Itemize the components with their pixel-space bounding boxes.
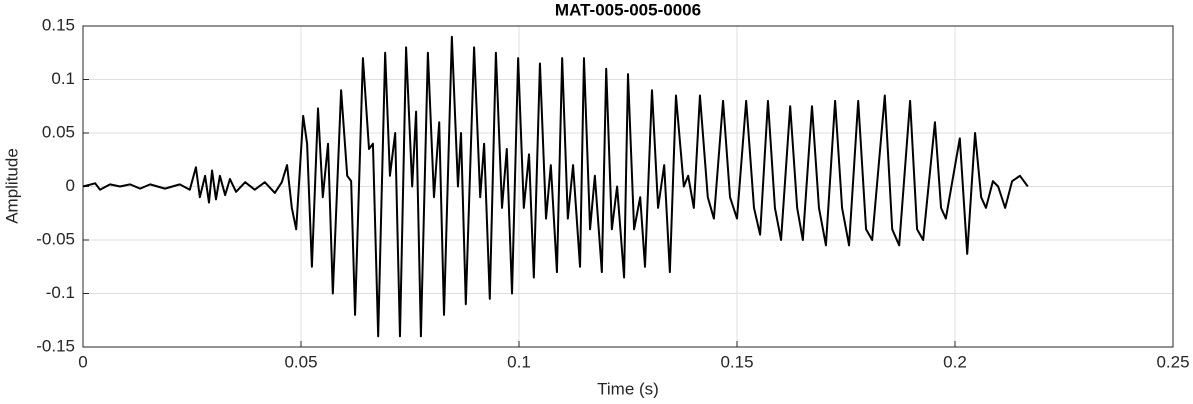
y-tick-label: -0.05 bbox=[36, 229, 75, 248]
x-tick-label: 0 bbox=[78, 352, 87, 371]
x-axis-label: Time (s) bbox=[597, 379, 659, 398]
y-tick-label: 0.05 bbox=[42, 122, 75, 141]
x-tick-label: 0.1 bbox=[507, 352, 531, 371]
y-tick-label: 0 bbox=[66, 176, 75, 195]
x-tick-label: 0.2 bbox=[943, 352, 967, 371]
y-axis-label: Amplitude bbox=[2, 148, 21, 224]
x-tick-label: 0.05 bbox=[284, 352, 317, 371]
x-tick-label: 0.25 bbox=[1156, 352, 1189, 371]
y-tick-label: -0.1 bbox=[46, 283, 75, 302]
x-tick-label: 0.15 bbox=[720, 352, 753, 371]
y-tick-label: -0.15 bbox=[36, 336, 75, 355]
y-tick-label: 0.1 bbox=[51, 69, 75, 88]
chart-title: MAT-005-005-0006 bbox=[555, 0, 701, 19]
y-tick-label: 0.15 bbox=[42, 15, 75, 34]
waveform-line bbox=[82, 35, 1029, 338]
